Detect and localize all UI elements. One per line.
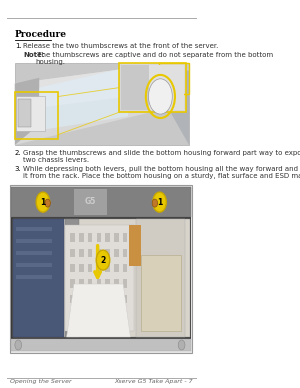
Bar <box>70 294 75 303</box>
Circle shape <box>153 192 166 212</box>
Polygon shape <box>121 65 149 110</box>
Bar <box>136 219 185 337</box>
Text: 2: 2 <box>100 256 106 265</box>
Bar <box>11 187 191 217</box>
Bar <box>16 275 52 279</box>
Text: While depressing both levers, pull the bottom housing all the way forward and re: While depressing both levers, pull the b… <box>23 166 300 179</box>
Bar <box>79 249 84 257</box>
Bar <box>88 310 92 318</box>
Bar <box>88 249 92 257</box>
Polygon shape <box>15 63 168 111</box>
Bar <box>105 279 110 288</box>
Bar <box>70 279 75 288</box>
Bar <box>79 264 84 272</box>
Bar <box>105 294 110 303</box>
Bar <box>11 339 191 351</box>
Circle shape <box>152 199 158 207</box>
Bar <box>97 310 101 318</box>
Text: Xserve G5 Take Apart - 7: Xserve G5 Take Apart - 7 <box>114 379 192 384</box>
Bar <box>114 294 118 303</box>
Bar <box>105 249 110 257</box>
Bar <box>141 255 182 331</box>
Bar <box>123 294 127 303</box>
Text: Note:: Note: <box>23 52 45 58</box>
Bar <box>74 189 107 215</box>
Bar <box>97 279 101 288</box>
Bar <box>97 249 101 257</box>
Bar <box>16 96 44 132</box>
Bar <box>16 239 52 243</box>
Bar <box>70 233 75 242</box>
Bar <box>88 294 92 303</box>
Text: 1: 1 <box>40 197 46 207</box>
Bar <box>123 279 127 288</box>
Bar <box>121 65 184 110</box>
Polygon shape <box>39 67 128 130</box>
Polygon shape <box>168 63 189 145</box>
Circle shape <box>45 199 50 207</box>
Polygon shape <box>15 78 39 145</box>
Bar <box>79 279 84 288</box>
Circle shape <box>36 192 50 212</box>
Bar <box>88 279 92 288</box>
Bar <box>13 219 190 337</box>
Bar <box>114 233 118 242</box>
Text: Grasp the thumbscrews and slide the bottom housing forward part way to expose th: Grasp the thumbscrews and slide the bott… <box>23 150 300 163</box>
Bar <box>129 225 141 266</box>
Bar <box>16 263 52 267</box>
Bar <box>97 294 101 303</box>
Bar <box>70 310 75 318</box>
Bar <box>123 249 127 257</box>
Bar <box>105 264 110 272</box>
Text: 2.: 2. <box>15 150 22 156</box>
Bar <box>114 249 118 257</box>
Bar <box>11 187 191 351</box>
Bar <box>123 233 127 242</box>
Text: Opening the Server: Opening the Server <box>10 379 72 384</box>
Bar <box>15 63 189 145</box>
Bar <box>16 227 52 231</box>
Bar <box>79 233 84 242</box>
Bar <box>10 185 192 353</box>
Text: Procedure: Procedure <box>15 30 67 39</box>
Text: 1.: 1. <box>15 43 22 49</box>
Circle shape <box>148 79 172 114</box>
Text: G5: G5 <box>85 197 96 206</box>
Bar <box>123 264 127 272</box>
Bar <box>70 264 75 272</box>
Text: 3.: 3. <box>15 166 22 172</box>
Bar <box>79 310 84 318</box>
Text: The thumbscrews are captive and do not separate from the bottom housing.: The thumbscrews are captive and do not s… <box>35 52 273 65</box>
Bar <box>123 310 127 318</box>
Bar <box>105 233 110 242</box>
Bar <box>70 249 75 257</box>
Bar <box>15 92 59 139</box>
Text: 1: 1 <box>157 197 162 207</box>
Circle shape <box>178 340 185 350</box>
Bar <box>97 233 101 242</box>
Bar <box>119 63 185 112</box>
Text: Release the two thumbscrews at the front of the server.: Release the two thumbscrews at the front… <box>23 43 218 49</box>
Bar <box>13 219 64 337</box>
Bar <box>88 264 92 272</box>
Bar <box>16 251 52 255</box>
Bar <box>88 233 92 242</box>
Polygon shape <box>15 63 168 145</box>
Bar <box>105 310 110 318</box>
Bar <box>159 63 189 94</box>
Bar <box>65 219 80 337</box>
Bar <box>97 264 101 272</box>
Polygon shape <box>67 284 130 337</box>
Circle shape <box>15 340 22 350</box>
Bar <box>114 279 118 288</box>
Bar <box>114 310 118 318</box>
Bar <box>18 99 32 127</box>
Bar <box>65 225 134 331</box>
Bar <box>79 294 84 303</box>
Circle shape <box>96 250 110 270</box>
Bar <box>114 264 118 272</box>
